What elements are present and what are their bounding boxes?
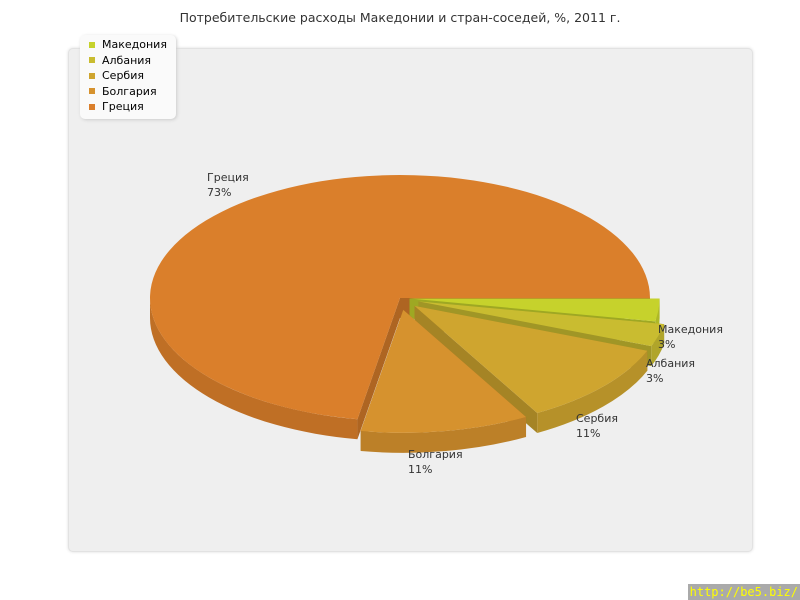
data-label-value: 3% (646, 372, 663, 385)
data-label-name: Болгария (408, 448, 463, 461)
legend-item[interactable]: Албания (80, 53, 176, 69)
watermark: http://be5.biz/ (687, 584, 800, 600)
legend-label: Греция (102, 100, 144, 114)
slice-side (651, 324, 665, 367)
slice-top (409, 298, 660, 322)
legend-swatch (89, 72, 95, 79)
slice-top (414, 305, 648, 414)
legend-item[interactable]: Сербия (80, 68, 176, 84)
legend-swatch (89, 41, 95, 48)
legend-label: Болгария (102, 84, 157, 98)
legend-swatch (89, 88, 95, 95)
slice-top (418, 301, 665, 347)
slice-side (360, 416, 527, 453)
data-label-name: Албания (646, 357, 695, 370)
slice-wall (357, 298, 400, 440)
pie-slice-3 (360, 309, 527, 453)
legend: Македония Албания Сербия Болгария Греция (80, 35, 176, 119)
legend-swatch (89, 103, 95, 110)
data-label-name: Македония (658, 323, 723, 336)
slice-side (150, 298, 358, 440)
data-label-value: 11% (576, 427, 600, 440)
slice-top (150, 174, 651, 420)
legend-label: Сербия (102, 69, 144, 83)
data-label-name: Сербия (576, 412, 618, 425)
legend-item[interactable]: Македония (80, 37, 176, 53)
legend-label: Албания (102, 53, 152, 67)
chart-title: Потребительские расходы Македонии и стра… (179, 10, 621, 25)
data-label-name: Греция (207, 171, 249, 184)
slice-top (360, 309, 527, 433)
data-label-value: 3% (658, 338, 675, 351)
data-label-value: 11% (408, 463, 432, 476)
legend-swatch (89, 57, 95, 64)
legend-item[interactable]: Болгария (80, 84, 176, 100)
legend-label: Македония (102, 38, 167, 52)
slice-side (537, 350, 648, 434)
data-label-value: 73% (207, 186, 231, 199)
legend-item[interactable]: Греция (80, 99, 176, 115)
